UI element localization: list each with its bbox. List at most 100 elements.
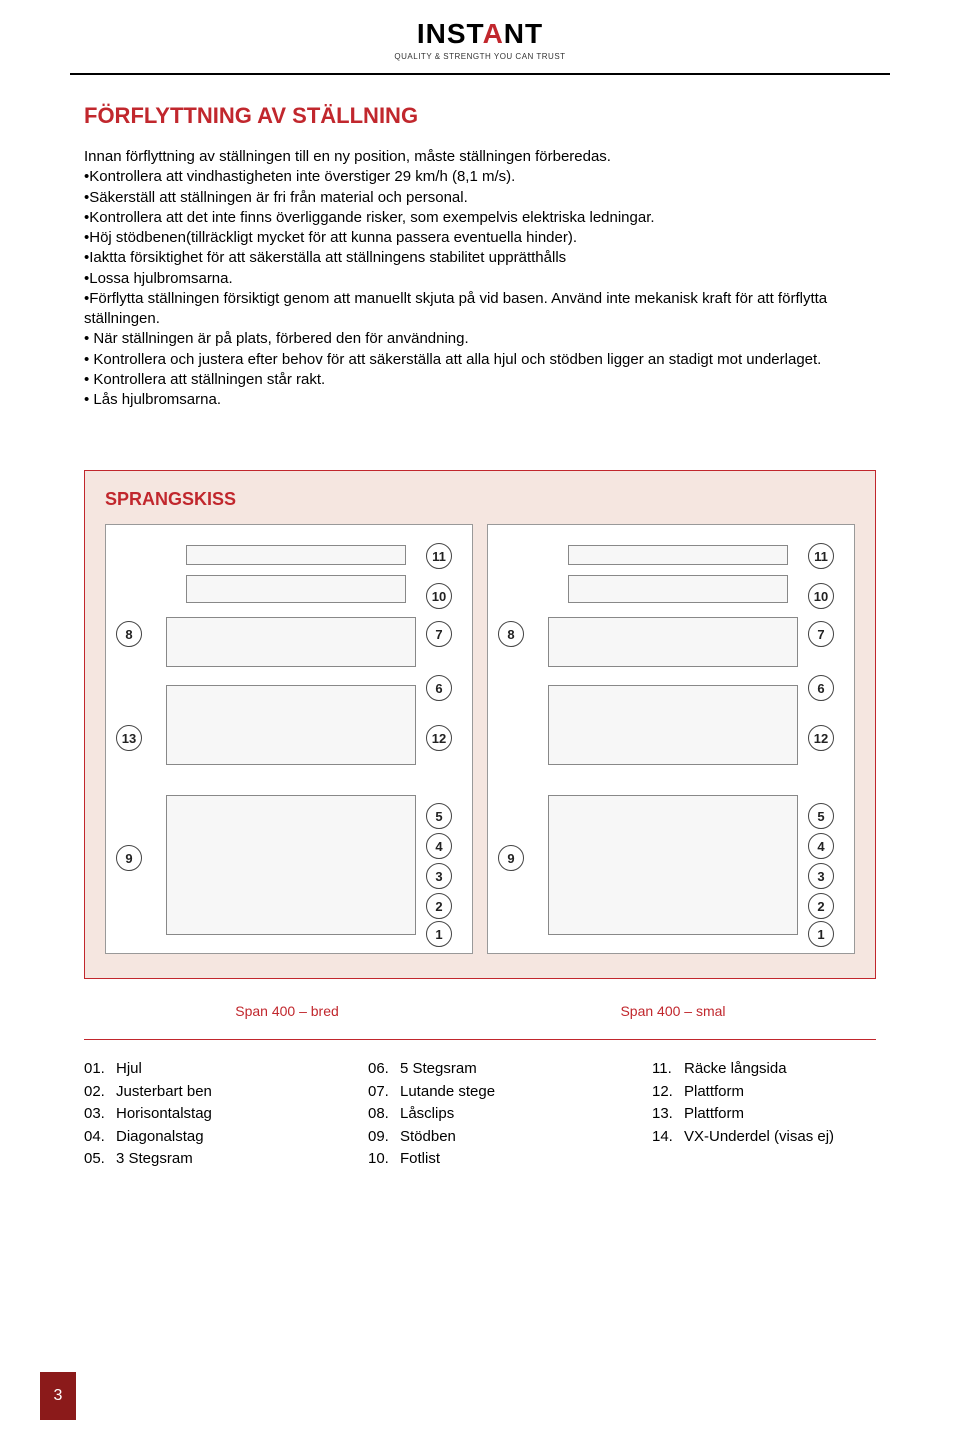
parts-label: Plattform [684,1103,744,1126]
callout-4: 4 [426,833,452,859]
sketch-rect [568,545,788,565]
sketch-rect [186,545,406,565]
parts-row: 06.5 Stegsram [368,1058,592,1081]
parts-row: 04.Diagonalstag [84,1126,308,1149]
parts-num: 05. [84,1148,116,1171]
callout-2: 2 [426,893,452,919]
caption-right: Span 400 – smal [480,1003,866,1019]
parts-num: 14. [652,1126,684,1149]
parts-num: 07. [368,1081,400,1104]
callout-12: 12 [808,725,834,751]
body-text: Innan förflyttning av ställningen till e… [84,147,876,410]
parts-list: 01.Hjul02.Justerbart ben03.Horisontalsta… [84,1058,876,1171]
parts-label: Horisontalstag [116,1103,212,1126]
section-title: FÖRFLYTTNING AV STÄLLNING [84,103,876,129]
callout-4: 4 [808,833,834,859]
parts-num: 04. [84,1126,116,1149]
parts-label: 3 Stegsram [116,1148,193,1171]
diagram-captions: Span 400 – bred Span 400 – smal [84,1003,876,1019]
parts-row: 01.Hjul [84,1058,308,1081]
body-line: Innan förflyttning av ställningen till e… [84,147,876,167]
parts-num: 12. [652,1081,684,1104]
parts-row: 11.Räcke långsida [652,1058,876,1081]
body-line: • När ställningen är på plats, förbered … [84,329,876,349]
callout-9: 9 [498,845,524,871]
logo-post: NT [504,18,543,49]
body-line: • Lås hjulbromsarna. [84,390,876,410]
parts-label: Plattform [684,1081,744,1104]
parts-num: 08. [368,1103,400,1126]
parts-col-2: 06.5 Stegsram07.Lutande stege08.Låsclips… [368,1058,592,1171]
callout-8: 8 [498,621,524,647]
divider [84,1039,876,1040]
body-line: •Kontrollera att vindhastigheten inte öv… [84,167,876,187]
diagram-box: SPRANGSKISS 11108761312594321 1110876125… [84,470,876,979]
callout-12: 12 [426,725,452,751]
parts-num: 03. [84,1103,116,1126]
body-line: •Säkerställ att ställningen är fri från … [84,188,876,208]
callout-9: 9 [116,845,142,871]
parts-row: 10.Fotlist [368,1148,592,1171]
callout-11: 11 [426,543,452,569]
body-line: •Iaktta försiktighet för att säkerställa… [84,248,876,268]
body-line: •Höj stödbenen(tillräckligt mycket för a… [84,228,876,248]
body-line: •Lossa hjulbromsarna. [84,269,876,289]
callout-3: 3 [808,863,834,889]
parts-row: 08.Låsclips [368,1103,592,1126]
parts-col-1: 01.Hjul02.Justerbart ben03.Horisontalsta… [84,1058,308,1171]
parts-num: 13. [652,1103,684,1126]
parts-row: 05.3 Stegsram [84,1148,308,1171]
logo-tagline: QUALITY & STRENGTH YOU CAN TRUST [394,52,565,61]
parts-row: 14.VX-Underdel (visas ej) [652,1126,876,1149]
callout-10: 10 [808,583,834,609]
body-line: •Kontrollera att det inte finns överligg… [84,208,876,228]
parts-label: VX-Underdel (visas ej) [684,1126,834,1149]
sketch-rect [186,575,406,603]
parts-label: Fotlist [400,1148,440,1171]
parts-row: 03.Horisontalstag [84,1103,308,1126]
parts-label: Låsclips [400,1103,454,1126]
diagram-panel-left: 11108761312594321 [105,524,473,954]
callout-11: 11 [808,543,834,569]
parts-num: 10. [368,1148,400,1171]
parts-label: Stödben [400,1126,456,1149]
parts-row: 07.Lutande stege [368,1081,592,1104]
parts-num: 09. [368,1126,400,1149]
parts-row: 12.Plattform [652,1081,876,1104]
sketch-rect [166,685,416,765]
logo: INSTANT [417,18,543,50]
callout-10: 10 [426,583,452,609]
body-line: • Kontrollera att ställningen står rakt. [84,370,876,390]
callout-5: 5 [808,803,834,829]
sketch-rect [166,617,416,667]
sketch-rect [548,795,798,935]
callout-5: 5 [426,803,452,829]
diagram-panel-right: 11 10 8 7 6 12 5 9 4 3 21 [487,524,855,954]
parts-label: 5 Stegsram [400,1058,477,1081]
parts-num: 01. [84,1058,116,1081]
parts-row: 02.Justerbart ben [84,1081,308,1104]
parts-row: 13.Plattform [652,1103,876,1126]
body-line: •Förflytta ställningen försiktigt genom … [84,289,876,330]
callout-3: 3 [426,863,452,889]
callout-7: 7 [426,621,452,647]
callout-8: 8 [116,621,142,647]
sketch-rect [568,575,788,603]
callout-1: 1 [808,921,834,947]
caption-left: Span 400 – bred [94,1003,480,1019]
parts-label: Räcke långsida [684,1058,787,1081]
page-header: INSTANT QUALITY & STRENGTH YOU CAN TRUST [70,0,890,75]
logo-accent: A [483,18,504,49]
sketch-rect [166,795,416,935]
logo-pre: INST [417,18,483,49]
callout-7: 7 [808,621,834,647]
callout-1: 1 [426,921,452,947]
parts-num: 06. [368,1058,400,1081]
diagram-title: SPRANGSKISS [105,489,855,510]
callout-6: 6 [808,675,834,701]
page-number: 3 [40,1372,76,1420]
callout-2: 2 [808,893,834,919]
parts-num: 02. [84,1081,116,1104]
parts-label: Diagonalstag [116,1126,204,1149]
sketch-rect [548,617,798,667]
